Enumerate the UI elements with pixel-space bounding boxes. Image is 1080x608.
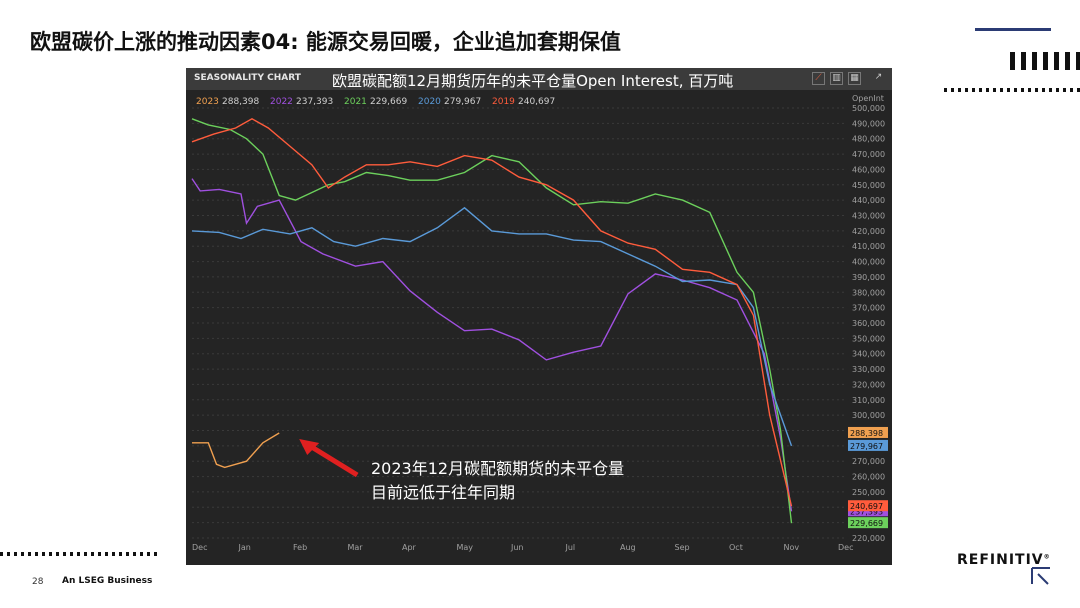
annotation-text: 目前远低于往年同期 bbox=[371, 483, 515, 502]
annotation-arrow-head bbox=[299, 438, 320, 455]
end-value-tag bbox=[848, 426, 888, 438]
end-value-label: 240,697 bbox=[850, 502, 883, 511]
chart-panel-title: SEASONALITY CHART bbox=[194, 73, 301, 83]
end-value-label: 288,398 bbox=[850, 429, 883, 438]
series-line-2020 bbox=[191, 206, 793, 447]
x-tick-label: Sep bbox=[675, 543, 690, 552]
y-tick-label: 300,000 bbox=[852, 411, 885, 420]
y-tick-label: 440,000 bbox=[852, 196, 885, 205]
legend-series-value: 288,398 bbox=[222, 97, 259, 107]
legend-series-value: 240,697 bbox=[518, 97, 555, 107]
end-value-tag bbox=[848, 517, 888, 529]
x-tick-label: Apr bbox=[402, 543, 417, 552]
y-tick-label: 220,000 bbox=[852, 534, 885, 543]
y-tick-label: 390,000 bbox=[852, 273, 885, 282]
table-icon[interactable]: ▦ bbox=[848, 72, 861, 85]
x-tick-label: Dec bbox=[192, 543, 207, 552]
y-tick-label: 330,000 bbox=[852, 365, 885, 374]
y-axis-title: OpenInt bbox=[852, 94, 884, 103]
y-tick-label: 420,000 bbox=[852, 227, 885, 236]
end-value-tag bbox=[848, 439, 888, 451]
legend-series-name: 2021 bbox=[344, 97, 367, 107]
x-tick-label: Aug bbox=[620, 543, 636, 552]
y-tick-label: 400,000 bbox=[852, 258, 885, 267]
y-tick-label: 250,000 bbox=[852, 488, 885, 497]
x-tick-label: Oct bbox=[729, 543, 743, 552]
y-tick-label: 320,000 bbox=[852, 380, 885, 389]
y-tick-label: 260,000 bbox=[852, 473, 885, 482]
y-tick-label: 310,000 bbox=[852, 396, 885, 405]
decorative-bars bbox=[1010, 52, 1080, 70]
series-line-2019 bbox=[191, 117, 793, 507]
y-tick-label: 270,000 bbox=[852, 457, 885, 466]
y-tick-label: 360,000 bbox=[852, 319, 885, 328]
y-tick-label: 410,000 bbox=[852, 242, 885, 251]
brand-mark: ® bbox=[1043, 553, 1051, 561]
x-tick-label: Feb bbox=[293, 543, 307, 552]
annotation-arrow bbox=[303, 440, 359, 478]
y-tick-label: 380,000 bbox=[852, 288, 885, 297]
x-tick-label: Mar bbox=[348, 543, 364, 552]
y-tick-label: 430,000 bbox=[852, 212, 885, 221]
bar-chart-icon[interactable]: ▥ bbox=[830, 72, 843, 85]
refinitiv-logo: REFINITIV® bbox=[957, 552, 1051, 568]
x-tick-label: Jun bbox=[510, 543, 524, 552]
y-tick-label: 370,000 bbox=[852, 304, 885, 313]
decorative-dots bbox=[944, 88, 1080, 92]
page-number: 28 bbox=[32, 577, 44, 587]
decorative-dots-left bbox=[0, 552, 158, 556]
x-tick-label: Jul bbox=[565, 543, 576, 552]
chart-toolbar: SEASONALITY CHART 欧盟碳配额12月期货历年的未平仓量Open … bbox=[186, 68, 892, 90]
series-line-2021 bbox=[191, 118, 793, 524]
x-tick-label: Jan bbox=[238, 543, 251, 552]
y-tick-label: 340,000 bbox=[852, 350, 885, 359]
legend-series-name: 2022 bbox=[270, 97, 293, 107]
x-tick-label: May bbox=[457, 543, 474, 552]
y-tick-label: 490,000 bbox=[852, 119, 885, 128]
series-line-2022 bbox=[191, 178, 793, 512]
y-tick-label: 460,000 bbox=[852, 165, 885, 174]
y-tick-label: 350,000 bbox=[852, 334, 885, 343]
y-tick-label: 480,000 bbox=[852, 135, 885, 144]
y-tick-label: 450,000 bbox=[852, 181, 885, 190]
x-tick-label: Nov bbox=[784, 543, 800, 552]
end-value-label: 237,393 bbox=[850, 507, 883, 516]
series-line-2023 bbox=[192, 432, 280, 469]
annotation-text: 2023年12月碳配额期货的未平仓量 bbox=[371, 459, 624, 478]
legend-series-value: 279,967 bbox=[444, 97, 481, 107]
legend-series-value: 237,393 bbox=[296, 97, 333, 107]
end-value-tag bbox=[848, 500, 888, 512]
legend-series-name: 2019 bbox=[492, 97, 515, 107]
chart-plot: 500,000 490,000 480,000 470,000 460,000 450,0… bbox=[191, 94, 888, 552]
seasonality-chart-panel: SEASONALITY CHART 欧盟碳配额12月期货历年的未平仓量Open … bbox=[186, 68, 892, 565]
decorative-line bbox=[975, 28, 1051, 31]
share-icon[interactable]: ↗ bbox=[874, 72, 883, 82]
y-tick-label: 500,000 bbox=[852, 104, 885, 113]
legend-series-name: 2023 bbox=[196, 97, 219, 107]
y-tick-label: 470,000 bbox=[852, 150, 885, 159]
refinitiv-mark-icon bbox=[1031, 567, 1050, 585]
chart-title: 欧盟碳配额12月期货历年的未平仓量Open Interest, 百万吨 bbox=[332, 72, 734, 90]
x-tick-label: Dec bbox=[838, 543, 853, 552]
legend-series-value: 229,669 bbox=[370, 97, 407, 107]
line-chart-icon[interactable]: ⟋ bbox=[812, 72, 825, 85]
footer-brand: An LSEG Business bbox=[62, 576, 153, 586]
legend-series-name: 2020 bbox=[418, 97, 441, 107]
end-value-label: 279,967 bbox=[850, 442, 883, 451]
slide-title: 欧盟碳价上涨的推动因素04: 能源交易回暖，企业追加套期保值 bbox=[30, 30, 621, 54]
end-value-label: 229,669 bbox=[850, 519, 883, 528]
brand-name: REFINITIV bbox=[957, 552, 1044, 568]
